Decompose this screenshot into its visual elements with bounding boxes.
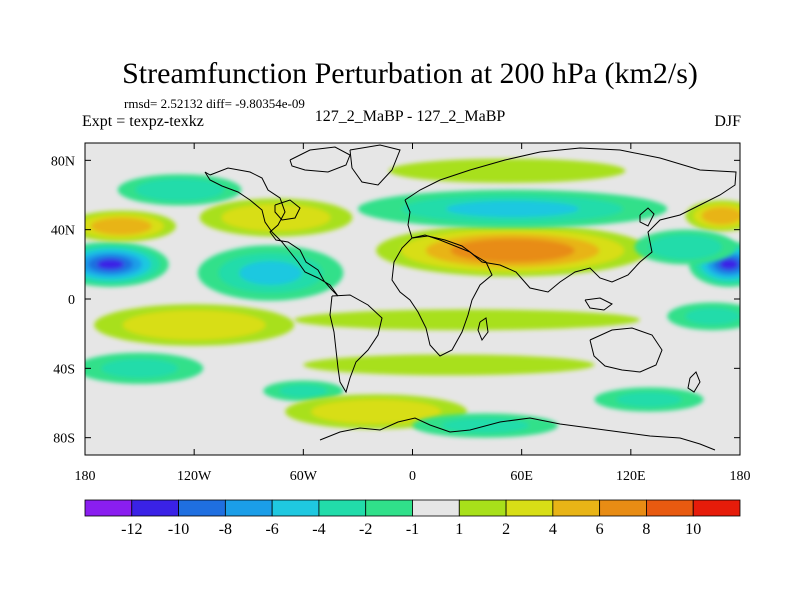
colorbar-swatch xyxy=(365,499,413,517)
contour-band xyxy=(279,384,328,398)
coastline-antarctica xyxy=(319,417,716,451)
colorbar-swatch xyxy=(131,499,179,517)
colorbar-label: 6 xyxy=(596,521,604,538)
coastline-indonesia xyxy=(584,297,613,311)
stats-line: rmsd= 2.52132 diff= -9.80354e-09 xyxy=(124,96,305,111)
y-tick-label: 80S xyxy=(53,432,75,447)
field-blob xyxy=(85,241,169,287)
left-subtitle: Expt = texpz-texkz xyxy=(82,113,204,130)
contour-band xyxy=(616,392,682,407)
colorbar-label: 10 xyxy=(685,521,701,538)
field-blob xyxy=(199,198,353,237)
axes: 180 120W 60W 0 60E 120E 180 80N 40N 0 40S 80S xyxy=(51,143,751,484)
field-blob xyxy=(197,245,344,301)
right-subtitle: DJF xyxy=(714,113,741,130)
contour-band xyxy=(97,259,124,270)
colorbar-label: -6 xyxy=(265,521,278,538)
field-blob xyxy=(85,352,204,384)
field-blob xyxy=(294,309,640,331)
chart-title: Streamfunction Perturbation at 200 hPa (… xyxy=(122,57,698,90)
colorbar-label: -4 xyxy=(312,521,325,538)
field-blob xyxy=(94,304,295,346)
field-blob xyxy=(357,189,668,228)
y-tick-label: 40N xyxy=(51,224,75,239)
field-blob xyxy=(634,229,737,265)
colorbar-swatch xyxy=(505,499,554,517)
x-tick-label: 60E xyxy=(510,469,533,484)
colorbar-swatch xyxy=(318,499,367,517)
colorbar-swatch xyxy=(224,499,273,517)
contour-band xyxy=(436,163,579,179)
colorbar-swatch xyxy=(271,499,320,517)
colorbar-label: 4 xyxy=(549,521,557,538)
contour-band xyxy=(663,239,708,255)
colorbar-swatch xyxy=(178,499,226,517)
coastline-arctic-islands xyxy=(289,146,351,173)
coastline-new-zealand xyxy=(687,371,701,393)
field-blob xyxy=(85,210,176,242)
contour-band xyxy=(361,358,537,372)
contour-band xyxy=(239,261,302,285)
x-tick-label: 60W xyxy=(290,469,318,484)
y-tick-label: 40S xyxy=(53,362,75,377)
colorbar-swatch xyxy=(458,499,507,517)
contour-band xyxy=(103,221,140,232)
coastline-north-america xyxy=(204,167,339,297)
colorbar-label: -12 xyxy=(121,521,142,538)
x-tick-label: 0 xyxy=(409,469,416,484)
colorbar-label: 1 xyxy=(455,521,463,538)
colorbar-swatch xyxy=(692,499,741,517)
field-blob xyxy=(263,380,344,402)
contour-band xyxy=(709,210,734,221)
coastline-africa xyxy=(391,235,493,357)
coastline-hudson xyxy=(274,199,301,221)
x-tick-label: 180 xyxy=(730,469,751,484)
field-blob xyxy=(667,302,740,331)
field-blob xyxy=(117,174,242,206)
colorbar-label: 8 xyxy=(642,521,650,538)
coastline-australia xyxy=(589,327,663,373)
x-tick-label: 180 xyxy=(75,469,96,484)
x-tick-label: 120W xyxy=(177,469,212,484)
contour-band xyxy=(101,358,178,378)
colorbar-swatch xyxy=(646,499,694,517)
contour-band xyxy=(446,200,579,218)
field-blob xyxy=(594,387,704,412)
y-tick-label: 80N xyxy=(51,154,75,169)
colorbar-label: -8 xyxy=(219,521,232,538)
contour-band xyxy=(153,183,207,197)
coastline-greenland xyxy=(349,144,401,186)
coastline-madagascar xyxy=(477,317,489,342)
contour-field xyxy=(85,158,740,438)
contour-band xyxy=(243,209,309,226)
map-panel xyxy=(84,142,741,456)
colorbar-swatch xyxy=(552,499,601,517)
coastlines xyxy=(204,144,737,451)
field-blob xyxy=(376,224,650,277)
colorbar-swatch xyxy=(412,499,460,517)
y-tick-label: 0 xyxy=(68,293,75,308)
field-blob xyxy=(388,158,626,183)
contour-band xyxy=(151,316,238,334)
contour-band xyxy=(475,243,550,258)
colorbar-label: -2 xyxy=(359,521,372,538)
coastline-south-america xyxy=(329,294,383,394)
field-blob xyxy=(303,354,595,376)
colorbar-swatch xyxy=(84,499,133,517)
colorbar-label: -10 xyxy=(168,521,189,538)
contour-band xyxy=(363,313,571,327)
field-blob xyxy=(685,200,740,232)
colorbar: -12 -10 -8 -6 -4 -2 -1 1 2 4 6 8 10 xyxy=(84,499,741,538)
x-tick-label: 120E xyxy=(616,469,646,484)
contour-band xyxy=(719,259,739,270)
coastline-eurasia xyxy=(404,147,737,293)
colorbar-label: 2 xyxy=(502,521,510,538)
coastline-japan xyxy=(639,207,655,227)
center-subtitle: 127_2_MaBP - 127_2_MaBP xyxy=(315,108,506,125)
colorbar-swatch xyxy=(599,499,647,517)
contour-band xyxy=(337,404,416,420)
colorbar-label: -1 xyxy=(406,521,419,538)
contour-band xyxy=(685,308,740,325)
